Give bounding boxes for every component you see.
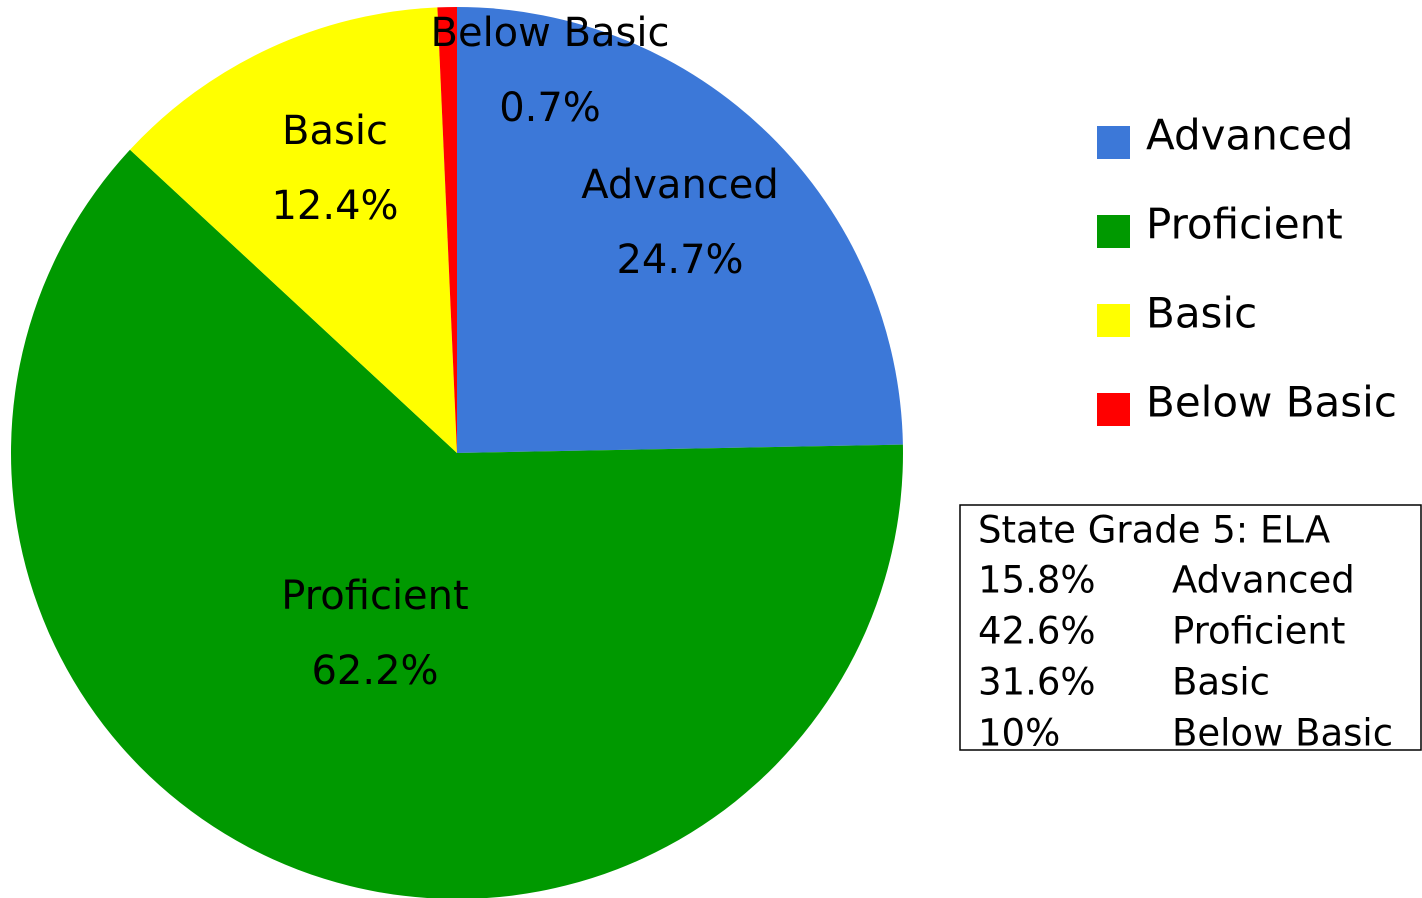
annotation-value: 42.6% — [978, 610, 1096, 653]
legend-swatch — [1097, 215, 1130, 248]
data-label: 0.7% — [499, 85, 601, 131]
legend-label: Basic — [1146, 289, 1257, 338]
annotation-level: Proficient — [1172, 610, 1345, 653]
data-label: 62.2% — [311, 648, 438, 694]
legend-swatch — [1097, 304, 1130, 337]
annotation-value: 10% — [978, 712, 1060, 755]
annotation-value: 15.8% — [978, 559, 1096, 602]
annotation-value: 31.6% — [978, 661, 1096, 704]
pie-slice — [457, 7, 903, 453]
legend-swatch — [1097, 126, 1130, 159]
annotation-box — [959, 504, 1422, 751]
pie-slice — [437, 7, 457, 453]
pie-slice — [11, 149, 903, 898]
pie-slice — [129, 7, 457, 454]
legend-swatch — [1097, 393, 1130, 426]
slice-name: Proficient — [281, 573, 468, 619]
legend-label: Advanced — [1146, 111, 1353, 160]
data-label: 24.7% — [616, 237, 743, 283]
legend-label: Proficient — [1146, 200, 1343, 249]
slice-name: Basic — [282, 108, 388, 154]
data-label: 12.4% — [271, 183, 398, 229]
annotation-level: Below Basic — [1172, 712, 1393, 755]
slice-name: Below Basic — [431, 10, 670, 56]
slice-name: Advanced — [581, 162, 779, 208]
legend-label: Below Basic — [1146, 378, 1397, 427]
annotation-level: Advanced — [1172, 559, 1355, 602]
annotation-level: Basic — [1172, 661, 1270, 704]
annotation-title: State Grade 5: ELA — [978, 509, 1330, 552]
